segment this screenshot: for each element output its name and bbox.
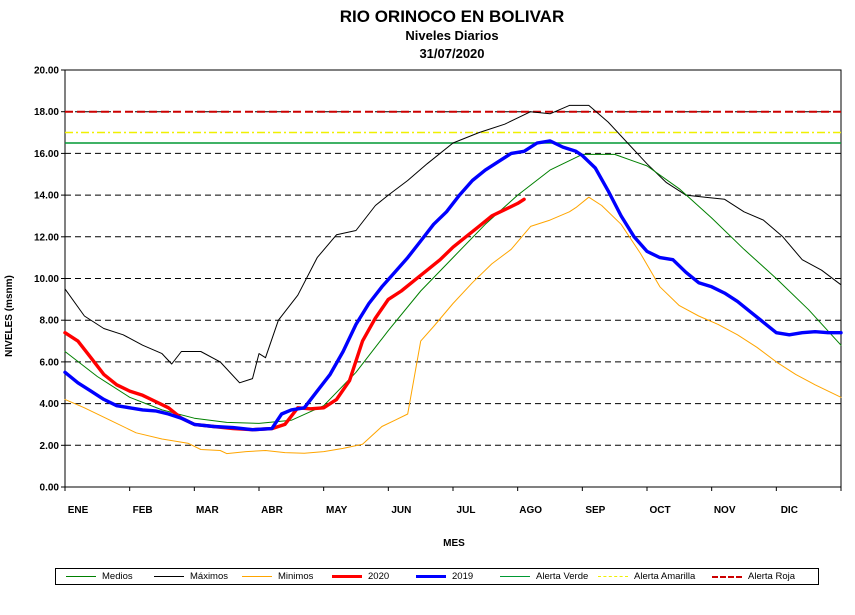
legend-label: Medios	[102, 571, 133, 582]
x-axis-label: MES	[443, 538, 465, 549]
series-medios	[64, 153, 842, 424]
legend-label: Alerta Amarilla	[634, 571, 696, 582]
x-tick-label: ENE	[68, 505, 89, 516]
y-axis-ticks: 0.00 2.00 4.00 6.00 8.00 10.00 12.00 14.00 16.00…	[34, 66, 65, 494]
legend-swatch	[332, 575, 362, 578]
y-tick-label: 2.00	[40, 441, 60, 452]
x-tick-label: ABR	[261, 505, 283, 516]
legend-label: Alerta Roja	[748, 571, 795, 582]
y-tick-label: 8.00	[40, 316, 60, 327]
x-tick-label: MAY	[326, 505, 348, 516]
y-tick-label: 4.00	[40, 399, 60, 410]
y-axis-label: NIVELES (msnm)	[4, 275, 15, 357]
y-tick-label: 6.00	[40, 357, 60, 368]
legend-swatch	[242, 576, 272, 577]
series-2019	[63, 139, 843, 432]
legend-item: 2019	[416, 569, 473, 584]
legend-label: Alerta Verde	[536, 571, 589, 582]
series-lines	[63, 104, 843, 455]
legend-item: Alerta Roja	[712, 569, 795, 584]
x-tick-label: JUN	[391, 505, 411, 516]
legend-label: 2019	[452, 571, 474, 582]
chart-date: 31/07/2020	[419, 46, 484, 61]
x-tick-label: NOV	[714, 505, 736, 516]
chart-title: RIO ORINOCO EN BOLIVAR	[340, 7, 564, 26]
series-m-ximos	[64, 104, 842, 384]
legend-swatch	[66, 576, 96, 577]
y-tick-label: 0.00	[40, 483, 60, 494]
legend-item: Alerta Verde	[500, 569, 588, 584]
chart-subtitle: Niveles Diarios	[405, 28, 498, 43]
x-tick-label: DIC	[781, 505, 798, 516]
legend-label: 2020	[368, 571, 390, 582]
legend-item: Minimos	[242, 569, 313, 584]
x-tick-label: SEP	[585, 505, 605, 516]
legend-swatch	[500, 576, 530, 577]
x-tick-label: MAR	[196, 505, 220, 516]
legend: Medios Máximos Minimos 2020 2019 Alerta Verde…	[55, 568, 819, 585]
legend-label: Minimos	[278, 571, 314, 582]
y-tick-label: 12.00	[34, 232, 59, 243]
y-tick-label: 10.00	[34, 274, 59, 285]
x-tick-label: JUL	[457, 505, 476, 516]
legend-swatch	[154, 576, 184, 577]
x-tick-label: FEB	[133, 505, 153, 516]
legend-label: Máximos	[190, 571, 229, 582]
y-tick-label: 18.00	[34, 107, 59, 118]
y-tick-label: 16.00	[34, 149, 59, 160]
legend-item: Máximos	[154, 569, 228, 584]
legend-swatch	[598, 576, 628, 577]
x-axis-ticks: ENE FEB MAR ABR MAY JUN JUL AGO SEP OCT NOV DIC	[64, 487, 842, 516]
legend-item: Medios	[66, 569, 133, 584]
legend-item: Alerta Amarilla	[598, 569, 695, 584]
legend-swatch	[416, 575, 446, 578]
legend-swatch	[712, 575, 742, 578]
legend-item: 2020	[332, 569, 389, 584]
y-tick-label: 20.00	[34, 66, 59, 77]
series-minimos	[64, 196, 842, 455]
x-tick-label: AGO	[519, 505, 542, 516]
plot-area	[64, 69, 842, 488]
series-2020	[63, 197, 526, 432]
y-tick-label: 14.00	[34, 191, 59, 202]
x-tick-label: OCT	[649, 505, 670, 516]
